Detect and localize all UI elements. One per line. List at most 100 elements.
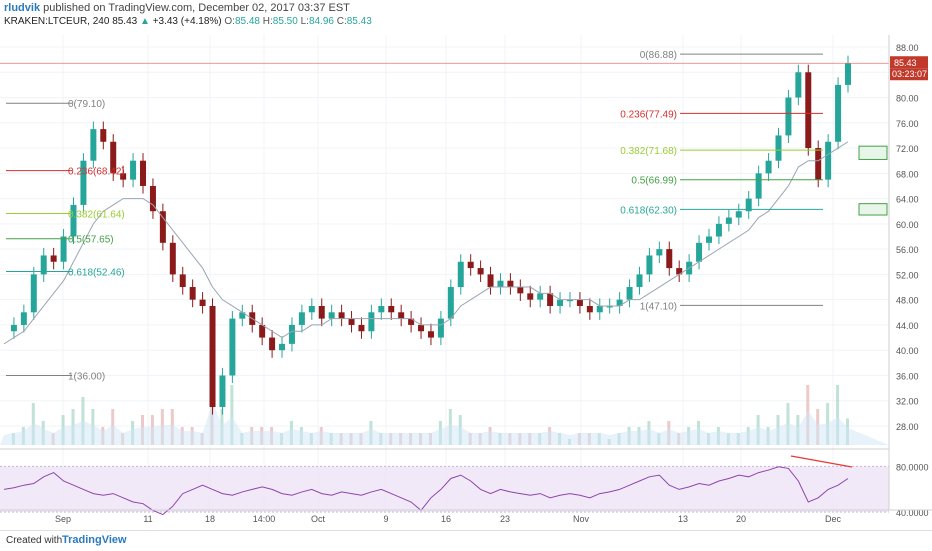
candle-body — [338, 312, 345, 319]
volume-bar — [230, 385, 234, 445]
candle-body — [467, 261, 474, 269]
candle-body — [169, 242, 176, 275]
fib-right-label: 0.5(66.99) — [631, 176, 677, 187]
author-name[interactable]: rludvik — [4, 2, 41, 14]
candle-body — [10, 324, 17, 332]
candle-body — [50, 255, 57, 262]
low-label: L: — [300, 16, 309, 27]
close-label: C: — [336, 16, 347, 27]
ma-line — [3, 141, 849, 345]
candle-body — [368, 312, 375, 332]
candle-body — [358, 324, 365, 332]
price-tick-label: 40.00 — [896, 346, 919, 356]
price-pane[interactable] — [0, 35, 889, 445]
candle-body — [229, 318, 236, 376]
candle-body — [636, 274, 643, 288]
chart-header-publish: rludvik published on TradingView.com, De… — [4, 2, 350, 14]
price-tick-label: 76.00 — [896, 119, 919, 129]
candle-body — [209, 305, 216, 408]
candle-body — [80, 160, 87, 205]
candle-body — [557, 299, 564, 306]
candle-body — [566, 299, 573, 302]
publish-info: published on TradingView.com, December 0… — [43, 2, 350, 14]
candle-body — [745, 198, 752, 212]
high-label: H: — [262, 16, 273, 27]
volume-bars — [0, 385, 889, 445]
chart-canvas[interactable]: 0(79.10) 0.236(68.42) 0.382(61.64) 0.5(57.6… — [0, 0, 932, 530]
time-tick-label: Nov — [573, 514, 590, 524]
fibonacci-retracements[interactable]: 0(79.10) 0.236(68.42) 0.382(61.64) 0.5(57.6… — [0, 50, 889, 382]
price-axis[interactable]: 88.0084.0080.0076.0072.0068.0064.0060.00… — [896, 43, 919, 432]
candle-body — [457, 261, 464, 288]
fib-right-label: 0.382(71.68) — [620, 146, 677, 157]
change-arrow-icon: ▲ — [140, 16, 150, 27]
symbol-label: KRAKEN:LTCEUR, 240 — [4, 16, 110, 27]
rsi-tick-label: 40.0000 — [896, 508, 929, 518]
candle-body — [140, 160, 147, 186]
grid — [0, 35, 889, 510]
candle-body — [70, 204, 77, 237]
candle-body — [447, 287, 454, 319]
candle-body — [517, 287, 524, 294]
target-box-lower — [858, 203, 888, 216]
volume-bar — [836, 385, 840, 445]
fib-left-label: 0.382(61.64) — [68, 210, 125, 221]
candle-body — [537, 293, 544, 300]
candle-body — [765, 160, 772, 174]
time-tick-label: 9 — [383, 514, 388, 524]
candle-body — [616, 299, 623, 306]
time-tick-label: 16 — [441, 514, 451, 524]
candle-body — [427, 331, 434, 338]
target-boxes[interactable] — [858, 145, 888, 216]
candle-body — [596, 305, 603, 313]
price-tick-label: 56.00 — [896, 245, 919, 255]
candle-body — [298, 312, 305, 325]
footer: Created with TradingView — [0, 530, 932, 551]
price-tick-label: 52.00 — [896, 270, 919, 280]
price-tick-label: 44.00 — [896, 321, 919, 331]
time-tick-label: 13 — [678, 514, 688, 524]
countdown-badge — [890, 68, 928, 81]
candle-body — [507, 280, 514, 288]
candles — [10, 55, 851, 415]
candle-body — [815, 148, 822, 180]
fib-right-label: 0.236(77.49) — [620, 109, 677, 120]
candle-body — [845, 63, 851, 85]
rsi-pane — [0, 455, 889, 516]
tradingview-logo[interactable]: TradingView — [62, 534, 127, 546]
candle-body — [408, 318, 415, 325]
candle-body — [199, 299, 206, 306]
time-tick-label: 14:00 — [253, 514, 276, 524]
candle-body — [219, 375, 226, 408]
candle-body — [269, 337, 276, 351]
candle-body — [328, 312, 335, 319]
candle-body — [835, 84, 842, 142]
candle-body — [189, 287, 196, 300]
candle-body — [735, 211, 742, 218]
candle-body — [775, 135, 782, 161]
candle-body — [388, 305, 395, 313]
volume-bar — [81, 397, 85, 445]
candle-body — [576, 299, 583, 306]
time-axis[interactable]: Sep 11 18 14:00 Oct 9 16 23 Nov 13 20 Dec — [55, 514, 842, 524]
candle-body — [378, 305, 385, 313]
high-value: 85.50 — [272, 16, 298, 27]
volume-area — [0, 403, 889, 445]
candle-body — [318, 305, 325, 319]
price-tick-label: 88.00 — [896, 43, 919, 53]
price-tick-label: 68.00 — [896, 169, 919, 179]
candle-body — [705, 236, 712, 243]
candle-body — [159, 211, 166, 243]
candle-body — [239, 312, 246, 319]
candle-body — [696, 242, 703, 262]
countdown-value: 03:23:07 — [892, 69, 927, 79]
candle-body — [487, 274, 494, 288]
candle-body — [259, 324, 266, 338]
price-tick-label: 48.00 — [896, 296, 919, 306]
rsi-axis: 80.0000 40.0000 — [896, 462, 929, 518]
fib-left-label: 0.236(68.42) — [68, 167, 125, 178]
price-tick-label: 64.00 — [896, 195, 919, 205]
price-tick-label: 28.00 — [896, 422, 919, 432]
candle-body — [279, 343, 286, 351]
